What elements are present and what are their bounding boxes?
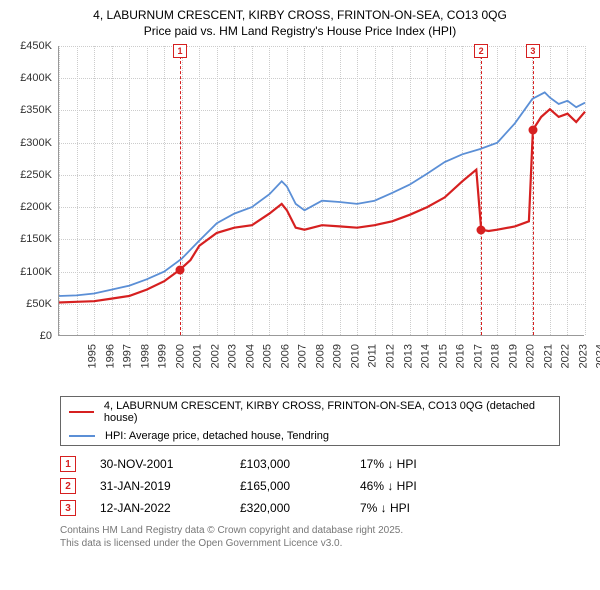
marker-row-date: 30-NOV-2001	[100, 457, 240, 471]
x-axis-label: 2015	[437, 344, 449, 368]
marker-row: 3 12-JAN-2022£320,0007% ↓ HPI	[60, 500, 590, 516]
y-axis-label: £150K	[20, 233, 52, 245]
x-axis-label: 2011	[366, 344, 378, 368]
series-price_paid	[59, 109, 585, 302]
x-axis-label: 2010	[349, 344, 361, 368]
x-axis-label: 2007	[297, 344, 309, 368]
marker-row: 1 30-NOV-2001£103,00017% ↓ HPI	[60, 456, 590, 472]
x-axis-label: 2001	[192, 344, 204, 368]
y-axis-label: £250K	[20, 169, 52, 181]
y-axis-label: £0	[40, 330, 52, 342]
plot-area: 123	[58, 46, 584, 336]
footnote-line2: This data is licensed under the Open Gov…	[60, 537, 590, 550]
y-axis-label: £200K	[20, 201, 52, 213]
marker-row-price: £165,000	[240, 479, 360, 493]
y-axis-label: £300K	[20, 137, 52, 149]
legend-swatch	[69, 435, 95, 437]
legend-item: 4, LABURNUM CRESCENT, KIRBY CROSS, FRINT…	[61, 397, 559, 427]
x-axis-label: 2018	[490, 344, 502, 368]
x-axis-label: 1998	[139, 344, 151, 368]
x-axis-label: 1995	[86, 344, 98, 368]
x-axis-label: 2022	[560, 344, 572, 368]
x-axis-label: 2003	[227, 344, 239, 368]
x-axis-label: 2014	[420, 344, 432, 368]
x-axis-label: 1999	[157, 344, 169, 368]
series-hpi	[59, 92, 585, 296]
x-axis-label: 2020	[525, 344, 537, 368]
x-axis-label: 2005	[262, 344, 274, 368]
chart-title: 4, LABURNUM CRESCENT, KIRBY CROSS, FRINT…	[10, 8, 590, 22]
marker-row-pct: 46% ↓ HPI	[360, 479, 460, 493]
x-axis-label: 2004	[244, 344, 256, 368]
x-axis-label: 2009	[332, 344, 344, 368]
marker-table: 1 30-NOV-2001£103,00017% ↓ HPI 2 31-JAN-201…	[60, 456, 590, 516]
x-axis-label: 2012	[385, 344, 397, 368]
marker-row-badge: 1	[60, 456, 76, 472]
line-series	[59, 46, 585, 336]
chart-container: 4, LABURNUM CRESCENT, KIRBY CROSS, FRINT…	[0, 0, 600, 558]
marker-row-price: £103,000	[240, 457, 360, 471]
footnote-line1: Contains HM Land Registry data © Crown c…	[60, 524, 590, 537]
marker-row-badge: 3	[60, 500, 76, 516]
footnote: Contains HM Land Registry data © Crown c…	[60, 524, 590, 550]
x-axis-label: 1996	[104, 344, 116, 368]
marker-row: 2 31-JAN-2019£165,00046% ↓ HPI	[60, 478, 590, 494]
x-axis-label: 2002	[209, 344, 221, 368]
chart-subtitle: Price paid vs. HM Land Registry's House …	[10, 24, 590, 38]
marker-dot-1	[175, 265, 184, 274]
x-axis-label: 2019	[507, 344, 519, 368]
x-axis-label: 2008	[314, 344, 326, 368]
marker-row-badge: 2	[60, 478, 76, 494]
legend-swatch	[69, 411, 94, 413]
y-axis-label: £400K	[20, 72, 52, 84]
legend: 4, LABURNUM CRESCENT, KIRBY CROSS, FRINT…	[60, 396, 560, 446]
legend-item: HPI: Average price, detached house, Tend…	[61, 427, 559, 445]
y-axis-label: £50K	[26, 298, 52, 310]
x-axis-label: 2006	[279, 344, 291, 368]
marker-dot-3	[528, 125, 537, 134]
x-axis-label: 2023	[577, 344, 589, 368]
marker-row-price: £320,000	[240, 501, 360, 515]
marker-row-date: 12-JAN-2022	[100, 501, 240, 515]
x-axis-label: 1997	[122, 344, 134, 368]
x-axis-label: 2000	[174, 344, 186, 368]
chart-area-wrapper: £0 £50K £100K £150K £200K £250K £300K £350K £400…	[10, 46, 590, 386]
x-axis-label: 2021	[542, 344, 554, 368]
legend-label: 4, LABURNUM CRESCENT, KIRBY CROSS, FRINT…	[104, 400, 551, 424]
marker-row-pct: 17% ↓ HPI	[360, 457, 460, 471]
marker-row-date: 31-JAN-2019	[100, 479, 240, 493]
marker-dot-2	[477, 225, 486, 234]
x-axis-label: 2016	[455, 344, 467, 368]
marker-row-pct: 7% ↓ HPI	[360, 501, 460, 515]
y-axis-label: £450K	[20, 40, 52, 52]
x-axis-label: 2017	[472, 344, 484, 368]
y-axis-label: £350K	[20, 104, 52, 116]
legend-label: HPI: Average price, detached house, Tend…	[105, 430, 329, 442]
x-axis-label: 2013	[402, 344, 414, 368]
x-axis-label: 2024	[595, 344, 600, 368]
y-axis-label: £100K	[20, 266, 52, 278]
